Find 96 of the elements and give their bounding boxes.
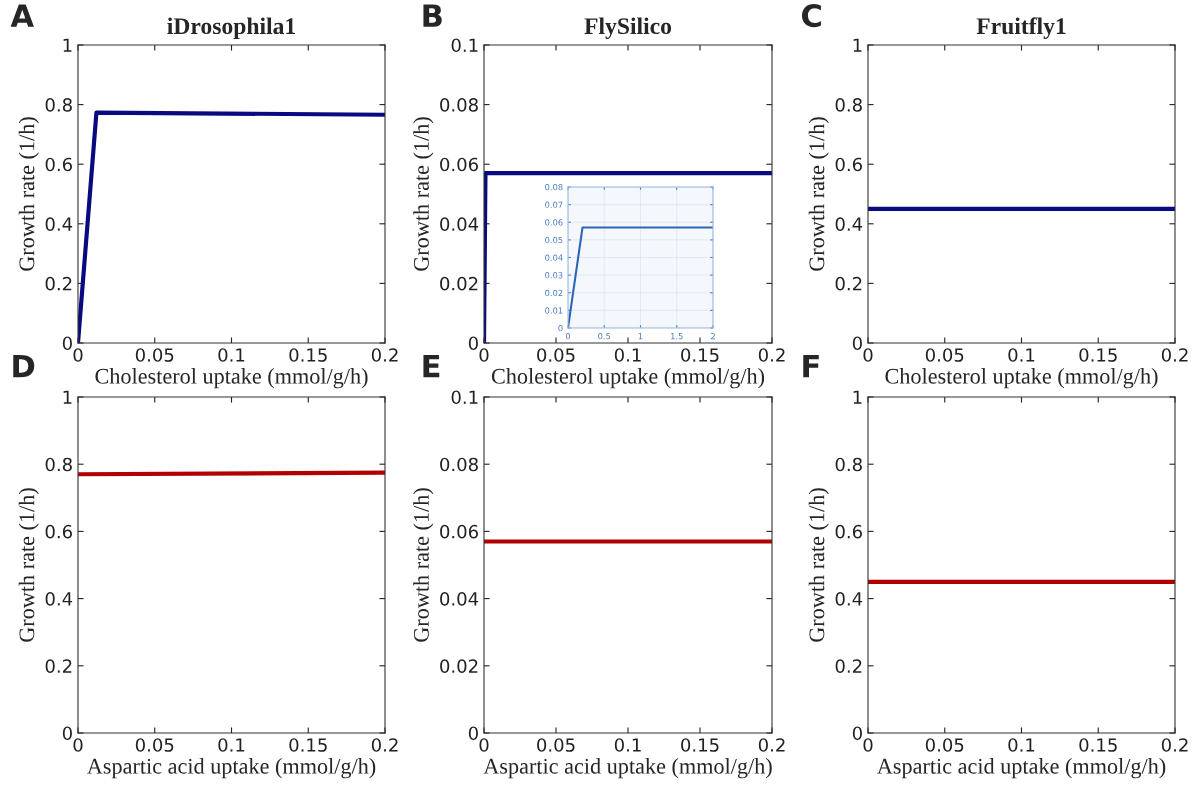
x-tick-label: 0.15 [681,738,719,752]
y-axis-title: Growth rate (1/h) [413,488,434,642]
x-tick-label: 0.15 [289,348,327,362]
y-tick-label: 1 [63,38,72,52]
text: E [423,354,440,378]
y-tick-label: 0.2 [835,659,862,673]
y-tick-label: 0.05 [545,236,563,244]
y-tick-label: 0.1 [451,38,478,53]
y-tick-label: 0 [62,726,72,741]
x-tick-label: 0 [863,348,873,362]
text: C [801,4,821,28]
y-tick-label: 0.2 [45,659,72,673]
y-tick-label: 0.8 [45,98,72,112]
x-tick-label: 0.1 [614,348,641,362]
y-tick-label: 0.6 [835,524,862,539]
x-tick-label: 0 [73,738,83,752]
y-tick-label: 0.2 [835,276,862,291]
y-tick-label: 0.08 [440,457,478,472]
y-axis-title: Growth rate (1/h) [18,117,39,271]
x-tick-label: 0.2 [1161,738,1188,752]
y-tick-label: 0.02 [440,276,478,291]
x-tick-label: 1 [638,333,643,340]
y-tick-label: 0 [558,324,563,332]
y-tick-label: 0.06 [440,157,478,172]
y-axis-title: Growth rate (1/h) [808,488,829,642]
x-tick-label: 0.1 [1008,738,1035,752]
y-tick-label: 0.06 [545,219,563,226]
x-tick-label: 0.1 [1008,348,1035,362]
x-tick-label: 0.1 [218,348,245,362]
y-tick-label: 0.08 [545,183,563,191]
x-tick-label: 0.2 [371,738,398,752]
x-tick-label: 0.1 [614,738,641,752]
x-axis-title: Aspartic acid uptake (mmol/g/h) [877,758,1166,779]
y-axis-title: Growth rate (1/h) [18,488,39,642]
y-tick-label: 1 [63,390,72,404]
x-axis-title: Aspartic acid uptake (mmol/g/h) [483,758,772,779]
chart-title: FlySilico [584,17,672,39]
y-tick-label: 0.02 [440,659,478,673]
y-tick-label: 0.06 [440,524,478,539]
text: A [10,4,34,27]
x-tick-label: 0.05 [135,348,174,362]
y-tick-label: 0 [468,726,478,741]
y-tick-label: 0.4 [835,592,863,606]
x-tick-label: 0 [73,348,83,362]
y-tick-label: 0.6 [45,524,72,539]
y-tick-label: 0.08 [440,98,478,112]
y-tick-label: 0.4 [835,217,863,231]
x-axis-title: Aspartic acid uptake (mmol/g/h) [87,758,376,779]
x-tick-label: 0 [863,738,873,752]
y-tick-label: 1 [853,38,862,52]
y-tick-label: 0.04 [440,592,479,606]
y-tick-label: 0.4 [45,217,73,231]
y-tick-label: 0.04 [545,254,563,261]
x-axis-title: Cholesterol uptake (mmol/g/h) [885,368,1158,389]
x-tick-label: 0.2 [758,348,785,362]
chart-title: Fruitfly1 [976,17,1066,39]
x-tick-label: 0.15 [1079,738,1117,752]
x-tick-label: 1.5 [671,333,683,340]
y-tick-label: 0.03 [545,272,563,279]
text: F [803,354,819,378]
y-tick-label: 0.02 [545,289,563,297]
x-tick-label: 0.2 [371,348,398,362]
y-tick-label: 0.6 [45,157,72,172]
y-tick-label: 0.8 [835,98,862,112]
x-tick-label: 0.15 [681,348,719,362]
y-tick-label: 0.6 [835,157,862,172]
x-tick-label: 0.05 [925,348,964,362]
x-tick-label: 0.05 [925,738,964,752]
y-axis-title: Growth rate (1/h) [413,117,434,271]
x-tick-label: 0.15 [289,738,327,752]
y-tick-label: 0.04 [440,217,479,231]
y-tick-label: 0.2 [45,276,72,291]
y-tick-label: 0.01 [545,307,563,314]
x-tick-label: 0 [565,333,571,340]
x-tick-label: 0 [479,738,489,752]
x-tick-label: 0.5 [598,333,611,340]
x-axis-title: Cholesterol uptake (mmol/g/h) [491,368,765,389]
x-tick-label: 0 [479,348,489,362]
text: D [13,354,35,378]
x-tick-label: 0.1 [218,738,245,752]
x-tick-label: 0.2 [758,738,785,752]
y-axis-title: Growth rate (1/h) [808,117,829,271]
y-tick-label: 0.1 [451,390,478,405]
y-tick-label: 0.8 [45,457,72,472]
y-tick-label: 0.4 [45,592,73,606]
y-tick-label: 1 [853,390,862,404]
y-tick-label: 0 [852,726,862,741]
x-axis-title: Cholesterol uptake (mmol/g/h) [95,368,368,389]
y-tick-label: 0.07 [545,201,563,208]
chart-title: iDrosophila1 [167,17,296,39]
text: B [423,4,442,27]
y-tick-label: 0.8 [835,457,862,472]
x-tick-label: 2 [710,333,715,340]
x-tick-label: 0.2 [1161,348,1188,362]
x-tick-label: 0.05 [135,738,174,752]
x-tick-label: 0.15 [1079,348,1117,362]
